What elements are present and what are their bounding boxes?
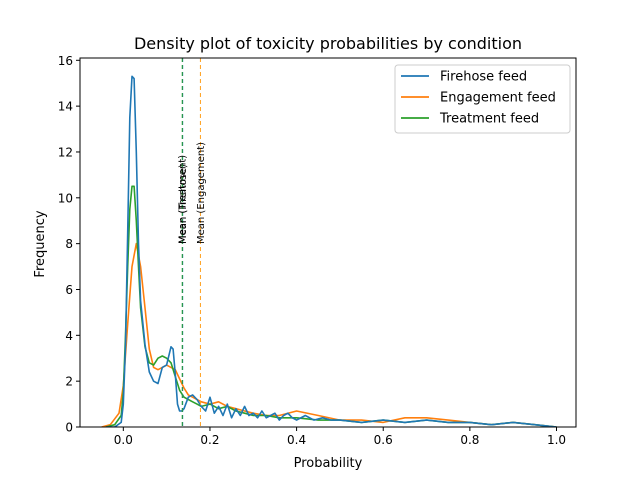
- plot-area: Mean (Firehose) Mean (Engagement) Mean (Tr…: [101, 58, 557, 427]
- y-tick-label: 0: [65, 421, 73, 435]
- series-line-engagement-feed: [101, 242, 557, 427]
- y-tick-label: 16: [58, 54, 73, 68]
- axes-frame: [79, 57, 577, 428]
- chart-title: Density plot of toxicity probabilities b…: [134, 34, 522, 53]
- x-tick-label: 0.6: [374, 433, 393, 447]
- axes: 0.0 0.2 0.4 0.6 0.8 1.0 0 2 4 6 8 10 12 14 16: [58, 54, 577, 447]
- y-tick-label: 2: [65, 375, 73, 389]
- mean-label-1: Mean (Engagement): [196, 142, 207, 244]
- legend-box: [394, 64, 571, 134]
- x-tick-label: 0.4: [287, 433, 306, 447]
- x-tick-label: 0.8: [460, 433, 479, 447]
- plot-content: [101, 75, 557, 427]
- x-tick-label: 0.2: [200, 433, 219, 447]
- legend-label: Firehose feed: [440, 70, 527, 85]
- x-axis-label: Probability: [294, 456, 363, 471]
- y-tick-label: 8: [65, 237, 73, 251]
- y-tick-label: 4: [65, 329, 73, 343]
- legend-label: Engagement feed: [440, 91, 556, 106]
- mean-label-0: Mean (Firehose): [178, 164, 189, 244]
- y-tick-label: 6: [65, 283, 73, 297]
- x-tick-label: 1.0: [547, 433, 566, 447]
- y-tick-label: 12: [58, 145, 73, 159]
- legend-label: Treatment feed: [439, 112, 539, 127]
- mean-label-2: Mean (Treatment): [178, 155, 189, 244]
- x-tick-label: 0.0: [114, 433, 133, 447]
- legend: Firehose feed Engagement feed Treatment fe…: [394, 64, 571, 134]
- y-tick-label: 14: [58, 100, 73, 114]
- y-tick-label: 10: [58, 191, 73, 205]
- series-line-firehose-feed: [106, 75, 557, 427]
- y-axis-label: Frequency: [33, 210, 48, 277]
